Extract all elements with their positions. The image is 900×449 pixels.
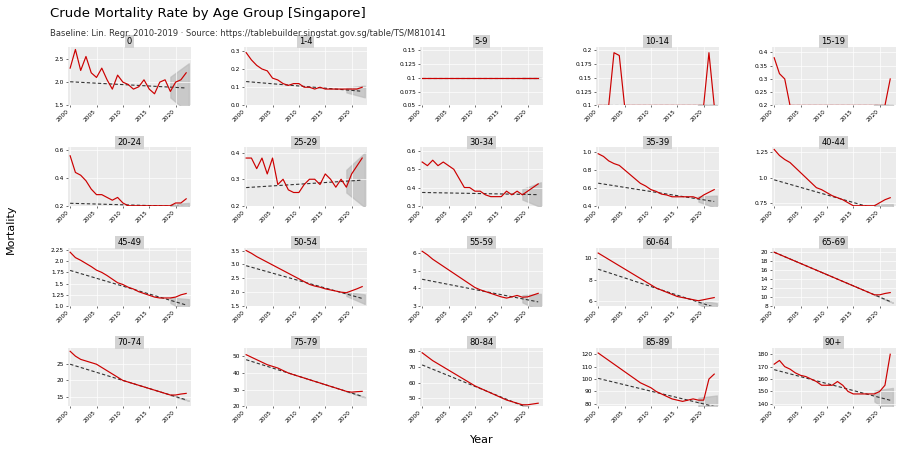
Title: 50-54: 50-54 <box>293 238 318 247</box>
Title: 55-59: 55-59 <box>470 238 493 247</box>
Title: 75-79: 75-79 <box>293 338 318 347</box>
Title: 60-64: 60-64 <box>645 238 670 247</box>
Title: 40-44: 40-44 <box>822 138 845 147</box>
Title: 20-24: 20-24 <box>118 138 141 147</box>
Title: 80-84: 80-84 <box>470 338 493 347</box>
Title: 90+: 90+ <box>824 338 842 347</box>
Text: Crude Mortality Rate by Age Group [Singapore]: Crude Mortality Rate by Age Group [Singa… <box>50 7 365 20</box>
Text: Mortality: Mortality <box>5 204 16 254</box>
Title: 0: 0 <box>127 37 132 46</box>
Title: 45-49: 45-49 <box>118 238 141 247</box>
Text: Baseline: Lin. Regr. 2010-2019 · Source: https://tablebuilder.singstat.gov.sg/ta: Baseline: Lin. Regr. 2010-2019 · Source:… <box>50 29 446 38</box>
Title: 70-74: 70-74 <box>117 338 141 347</box>
Title: 15-19: 15-19 <box>822 37 845 46</box>
Title: 35-39: 35-39 <box>645 138 670 147</box>
Title: 5-9: 5-9 <box>475 37 488 46</box>
Title: 30-34: 30-34 <box>470 138 493 147</box>
Title: 85-89: 85-89 <box>645 338 670 347</box>
Text: Year: Year <box>470 435 493 445</box>
Title: 10-14: 10-14 <box>645 37 670 46</box>
Title: 25-29: 25-29 <box>293 138 318 147</box>
Title: 1-4: 1-4 <box>299 37 312 46</box>
Title: 65-69: 65-69 <box>822 238 846 247</box>
